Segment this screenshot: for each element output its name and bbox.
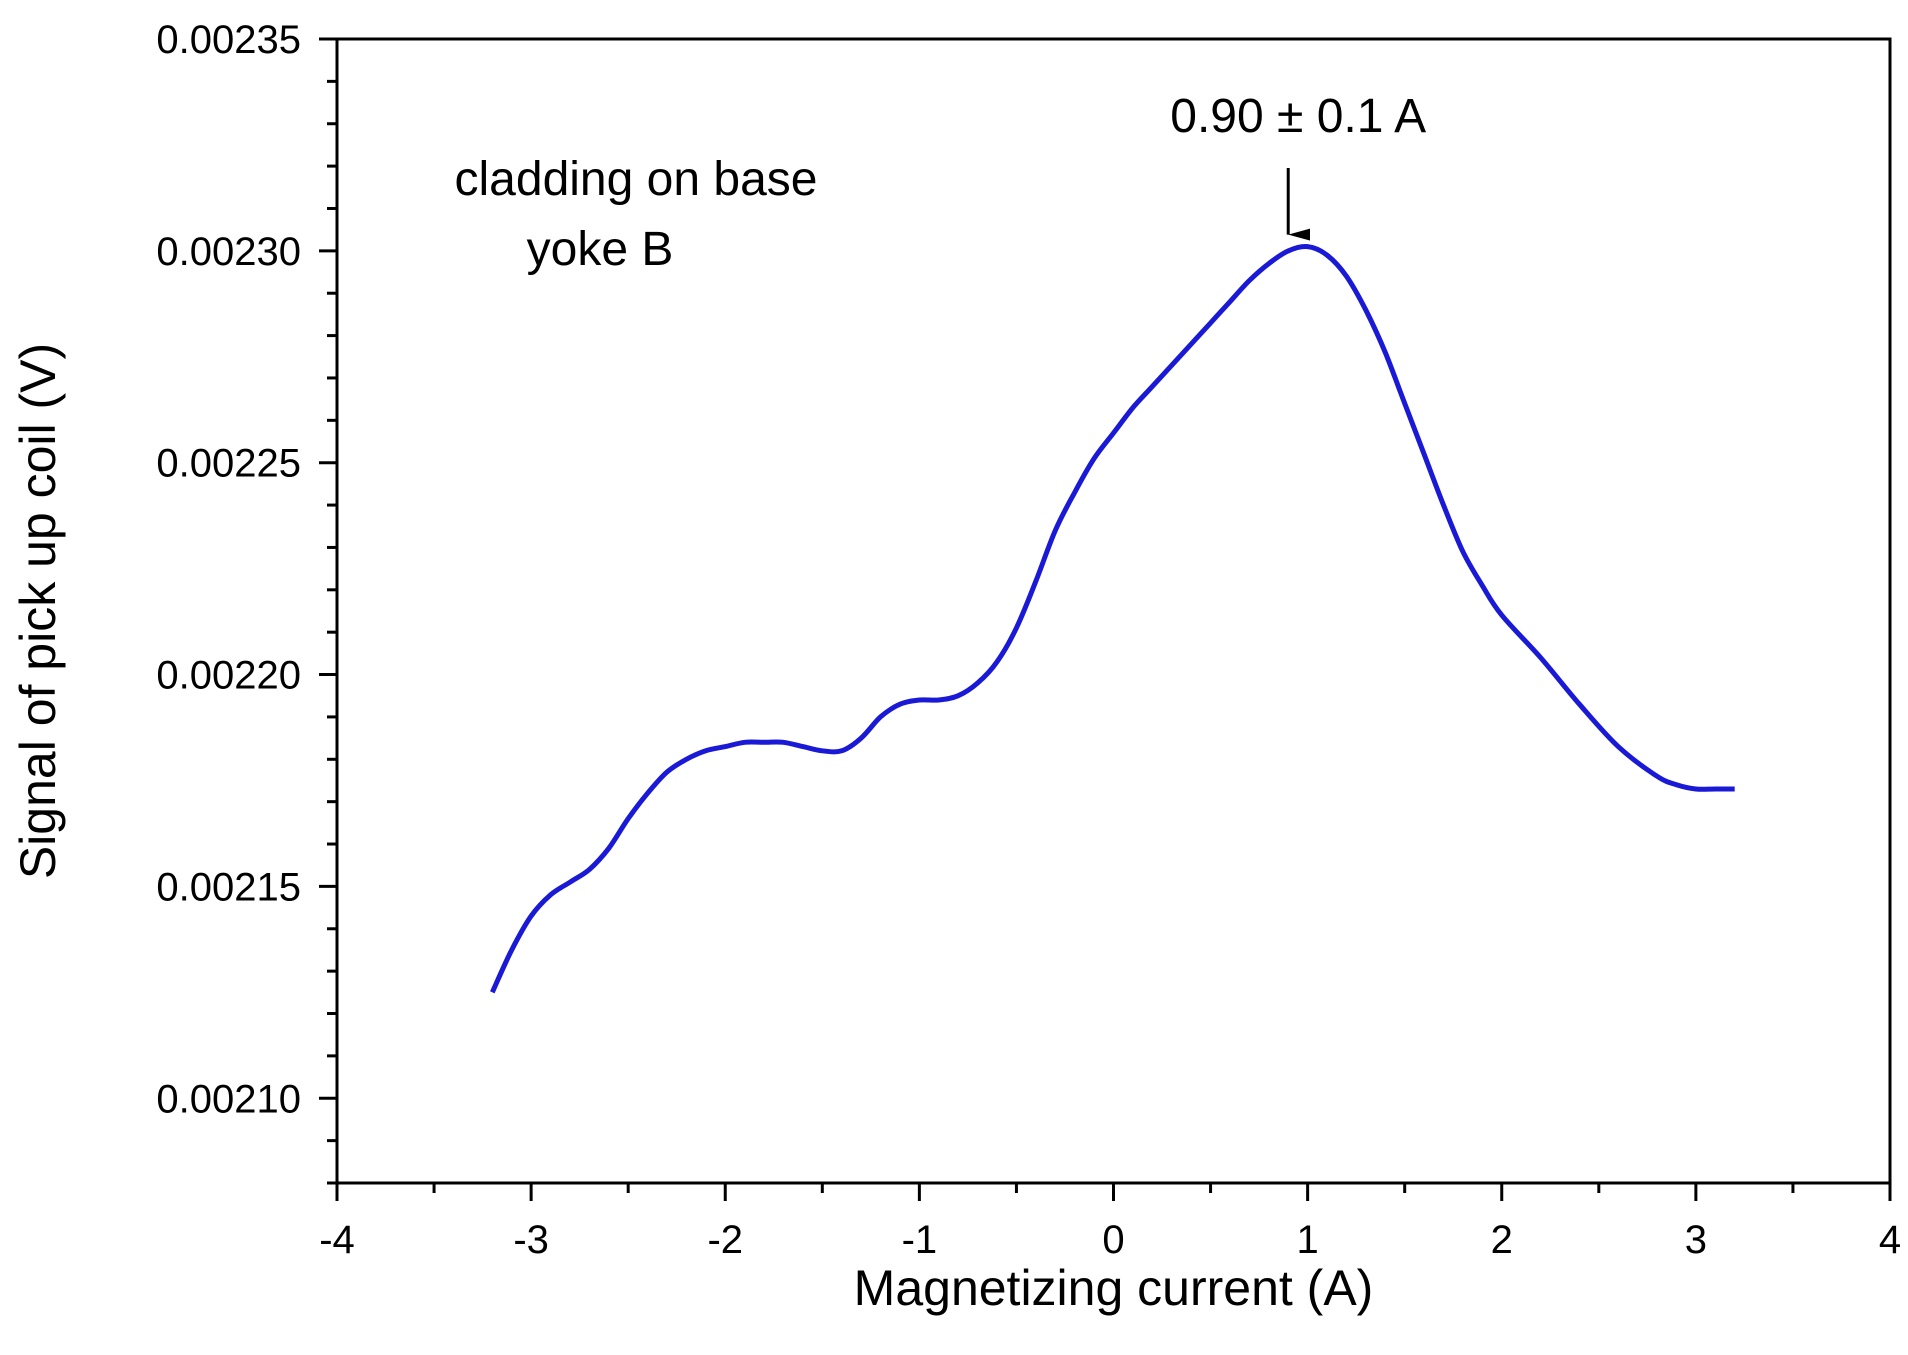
plot-frame <box>335 37 1892 1185</box>
x-tick-label: 2 <box>1491 1218 1513 1262</box>
series-group <box>490 243 1735 994</box>
y-axis-ticks: 0.00210 0.00215 0.00220 0.00225 0.00230 0.002… <box>156 18 337 1185</box>
cladding-annotation-line-2: yoke B <box>527 223 674 276</box>
cladding-annotation-line-1: cladding on base <box>455 153 818 206</box>
plot-frame-group <box>335 37 1892 1185</box>
x-tick-label: 4 <box>1879 1218 1901 1262</box>
peak-annotation-label: 0.90 ± 0.1 A <box>1170 90 1426 143</box>
x-tick-label: 0 <box>1102 1218 1124 1262</box>
y-tick-label: 0.00225 <box>156 442 301 486</box>
series-line-0 <box>490 243 1735 994</box>
y-tick-label: 0.00230 <box>156 230 301 274</box>
x-tick-label: 3 <box>1685 1218 1707 1262</box>
x-tick-label: -3 <box>513 1218 549 1262</box>
y-tick-label: 0.00220 <box>156 654 301 698</box>
x-axis-label: Magnetizing current (A) <box>854 1260 1374 1316</box>
x-tick-label: -4 <box>319 1218 355 1262</box>
x-tick-label: -1 <box>902 1218 938 1262</box>
x-tick-label: 1 <box>1297 1218 1319 1262</box>
x-axis-ticks: -4 -3 -2 -1 0 1 2 3 4 <box>319 1183 1901 1262</box>
y-tick-label: 0.00210 <box>156 1077 301 1121</box>
y-tick-label: 0.00235 <box>156 18 301 62</box>
annotation-group: 0.90 ± 0.1 A cladding on base yoke B <box>455 90 1427 276</box>
x-tick-label: -2 <box>707 1218 743 1262</box>
y-axis-label: Signal of pick up coil (V) <box>10 343 66 879</box>
y-tick-label: 0.00215 <box>156 865 301 909</box>
